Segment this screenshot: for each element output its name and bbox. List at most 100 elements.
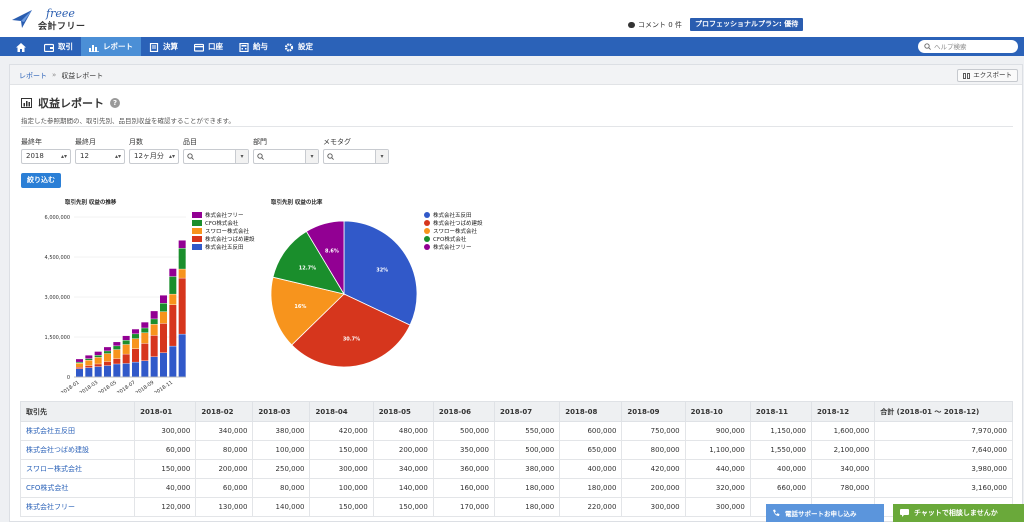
apply-filter-button[interactable]: 絞り込む (21, 173, 61, 188)
table-header-cell[interactable]: 合計 (2018-01 〜 2018-12) (874, 401, 1013, 422)
nav-item-settings[interactable]: 設定 (276, 37, 321, 56)
legend-item[interactable]: 株式会社フリー (424, 243, 483, 251)
partner-link[interactable]: CFO株式会社 (19, 478, 136, 498)
bar-segment (141, 361, 149, 377)
bar-segment (150, 311, 158, 319)
table-cell: 780,000 (810, 478, 876, 498)
table-header-cell[interactable]: 2018-06 (432, 401, 495, 422)
help-search-input[interactable] (934, 42, 1014, 51)
bar-segment (169, 294, 177, 305)
bar-segment (178, 334, 186, 377)
department-combobox[interactable]: ▾ (253, 149, 319, 164)
select-arrow-icon: ▴▾ (114, 153, 121, 160)
breadcrumb-current: 収益レポート (61, 72, 104, 80)
gear-icon (284, 42, 294, 52)
end-month-select[interactable]: 12 ▴▾ (75, 149, 125, 164)
table-header-cell[interactable]: 2018-11 (749, 401, 813, 422)
help-search[interactable] (918, 40, 1018, 53)
legend-item[interactable]: 株式会社つばめ建設 (192, 235, 255, 243)
item-combobox[interactable]: ▾ (183, 149, 249, 164)
table-header-cell[interactable]: 2018-08 (559, 401, 623, 422)
table-cell: 1,550,000 (749, 440, 813, 460)
table-header-cell[interactable]: 2018-04 (309, 401, 374, 422)
bar-segment (132, 362, 139, 377)
x-tick-label: 2018-09 (135, 380, 156, 393)
page-title: 収益レポート ? (21, 95, 120, 111)
chevron-down-icon[interactable]: ▾ (235, 150, 248, 163)
search-icon (187, 153, 194, 160)
top-bar: freee 会計フリー コメント 0 件 プロフェッショナルプラン: 優待 (0, 0, 1024, 37)
chat-consult-button[interactable]: チャットで相談しませんか (893, 504, 1024, 522)
table-header-cell[interactable]: 2018-09 (621, 401, 686, 422)
table-header-cell[interactable]: 2018-03 (252, 401, 311, 422)
chevron-down-icon[interactable]: ▾ (305, 150, 318, 163)
bar-segment (104, 353, 111, 362)
legend-item[interactable]: 株式会社五反田 (424, 211, 483, 219)
table-header-cell[interactable]: 2018-10 (684, 401, 751, 422)
bar-segment (104, 347, 111, 351)
table-cell: 100,000 (309, 478, 374, 498)
end-year-select[interactable]: 2018 ▴▾ (21, 149, 71, 164)
table-header-cell[interactable]: 2018-12 (810, 401, 876, 422)
report-chart-icon (21, 98, 32, 108)
legend-item[interactable]: 株式会社五反田 (192, 243, 255, 251)
months-value: 12ヶ月分 (134, 152, 164, 160)
legend-item[interactable]: CFO株式会社 (192, 219, 255, 227)
table-header-cell[interactable]: 取引先 (19, 401, 136, 422)
bar-segment (132, 349, 139, 362)
bar-segment (160, 353, 167, 377)
page-description: 指定した参照期間の、取引先別、品目別収益を確認することができます。 (21, 117, 235, 125)
legend-item[interactable]: 株式会社フリー (192, 211, 255, 219)
legend-item[interactable]: 株式会社つばめ建設 (424, 219, 483, 227)
table-cell: 400,000 (559, 459, 623, 479)
table-cell: 150,000 (134, 459, 197, 479)
table-cell: 220,000 (559, 497, 623, 517)
plan-badge[interactable]: プロフェッショナルプラン: 優待 (690, 18, 804, 31)
partner-link[interactable]: 株式会社フリー (19, 497, 136, 517)
partner-link[interactable]: 株式会社つばめ建設 (19, 440, 136, 460)
table-cell: 1,100,000 (684, 440, 751, 460)
bar-chart-title: 取引先別 収益の推移 (65, 200, 117, 206)
partner-link[interactable]: 株式会社五反田 (19, 421, 136, 441)
nav-item-transactions[interactable]: 取引 (36, 37, 81, 56)
bar-segment (160, 303, 167, 312)
bar-segment (150, 357, 158, 377)
chevron-down-icon[interactable]: ▾ (375, 150, 388, 163)
legend-swatch (192, 236, 202, 242)
breadcrumb-reports-link[interactable]: レポート (19, 72, 47, 80)
comment-counter[interactable]: コメント 0 件 (628, 20, 682, 30)
logo[interactable]: freee 会計フリー (10, 6, 90, 32)
x-tick-label: 2018-05 (97, 380, 118, 393)
export-button[interactable]: エクスポート (957, 69, 1018, 82)
page-title-text: 収益レポート (38, 97, 104, 110)
table-header-cell[interactable]: 2018-02 (195, 401, 254, 422)
bar-segment (94, 355, 102, 358)
table-cell: 660,000 (749, 478, 813, 498)
nav-item-accounts[interactable]: 口座 (186, 37, 231, 56)
nav-item-reports[interactable]: レポート (81, 37, 141, 56)
y-tick-label: 6,000,000 (45, 215, 70, 221)
table-header-cell[interactable]: 2018-07 (493, 401, 561, 422)
table-header-cell[interactable]: 2018-01 (134, 401, 197, 422)
nav-home[interactable] (0, 37, 36, 56)
table-cell: 250,000 (252, 459, 311, 479)
memo-tag-combobox[interactable]: ▾ (323, 149, 389, 164)
help-icon[interactable]: ? (110, 98, 120, 108)
legend-swatch (192, 212, 202, 218)
bar-segment (113, 342, 121, 346)
nav-item-closing[interactable]: 決算 (141, 37, 186, 56)
table-cell: 180,000 (559, 478, 623, 498)
end-year-value: 2018 (26, 152, 44, 160)
table-header-cell[interactable]: 2018-05 (372, 401, 434, 422)
phone-support-button[interactable]: 電話サポートお申し込み (766, 504, 884, 522)
document-icon (149, 42, 159, 52)
comment-icon (628, 22, 635, 28)
table-row: 株式会社五反田 300,000 340,000 380,000 420,000 480,0… (19, 421, 1013, 441)
nav-item-payroll[interactable]: 給与 (231, 37, 276, 56)
partner-link[interactable]: スワロー株式会社 (19, 459, 136, 479)
months-select[interactable]: 12ヶ月分 ▴▾ (129, 149, 179, 164)
legend-item[interactable]: スワロー株式会社 (192, 227, 255, 235)
legend-item[interactable]: スワロー株式会社 (424, 227, 483, 235)
bar-segment (178, 269, 186, 278)
legend-item[interactable]: CFO株式会社 (424, 235, 483, 243)
